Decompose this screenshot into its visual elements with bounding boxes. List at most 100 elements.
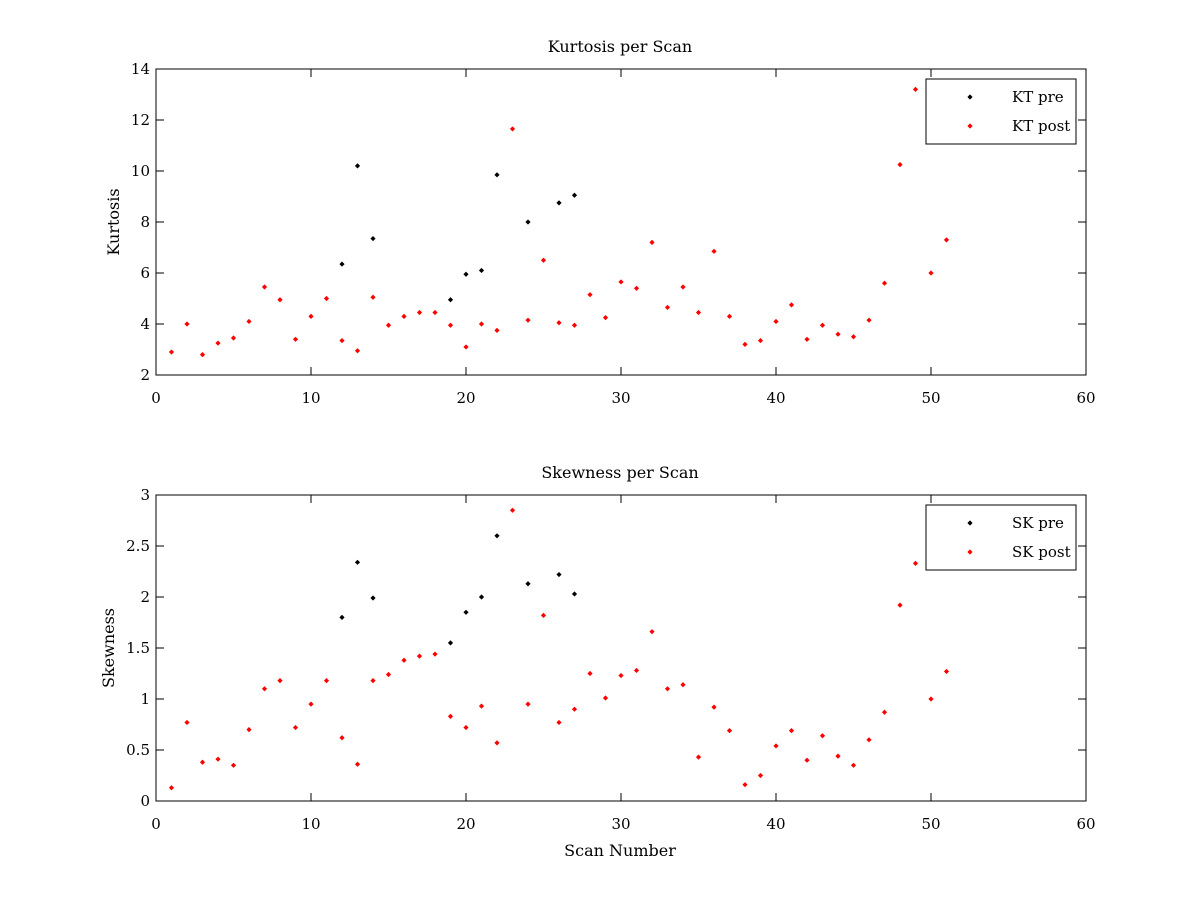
- x-tick-label: 20: [456, 389, 475, 407]
- data-point: [447, 322, 454, 328]
- data-point: [556, 320, 562, 326]
- kurtosis-plot: Kurtosis per Scan Kurtosis 0 10 20 30 40 50 60…: [104, 37, 1096, 407]
- data-point: [339, 337, 345, 344]
- y-tick-label: 2: [140, 366, 150, 384]
- data-point: [509, 507, 516, 513]
- data-point: [680, 682, 686, 688]
- data-point: [649, 629, 655, 635]
- data-point: [354, 761, 361, 767]
- data-point: [897, 162, 903, 168]
- data-point: [230, 762, 237, 768]
- data-point: [478, 594, 485, 600]
- data-point: [540, 612, 547, 618]
- legend-label: KT pre: [1012, 88, 1064, 106]
- data-point: [695, 309, 702, 316]
- data-point: [370, 294, 376, 300]
- data-point: [184, 321, 190, 327]
- data-point: [261, 284, 268, 290]
- data-points: [168, 86, 950, 358]
- data-point: [463, 271, 469, 277]
- y-tick-label: 1: [140, 690, 150, 708]
- y-tick-label: 1.5: [126, 639, 150, 657]
- data-point: [571, 192, 578, 198]
- data-point: [742, 341, 748, 347]
- axes: 0 10 20 30 40 50 60 0 0.5 1 1.5 2 2.5 3: [126, 486, 1095, 833]
- data-point: [757, 337, 764, 344]
- y-tick-label: 2: [140, 588, 150, 606]
- data-point: [494, 327, 500, 333]
- x-tick-label: 10: [301, 389, 320, 407]
- plot-title: Skewness per Scan: [541, 463, 698, 482]
- x-tick-label: 0: [151, 389, 161, 407]
- axes: 0 10 20 30 40 50 60 2 4 6 8 10 12 14: [131, 60, 1096, 407]
- data-point: [494, 740, 500, 746]
- data-point: [912, 86, 919, 92]
- data-point: [881, 280, 888, 286]
- data-point: [525, 581, 531, 587]
- data-point: [928, 696, 934, 702]
- data-point: [447, 713, 454, 719]
- data-point: [416, 653, 423, 659]
- data-point: [835, 753, 841, 759]
- data-point: [897, 602, 903, 608]
- data-point: [494, 533, 500, 539]
- data-point: [525, 701, 531, 707]
- data-point: [571, 591, 578, 597]
- data-point: [385, 322, 392, 328]
- data-point: [478, 267, 485, 274]
- data-point: [339, 735, 345, 741]
- data-point: [463, 724, 469, 731]
- data-point: [339, 261, 345, 267]
- data-point: [633, 667, 640, 674]
- data-point: [525, 317, 531, 323]
- data-point: [773, 318, 779, 325]
- data-point: [199, 352, 206, 358]
- legend-box: [925, 78, 1077, 145]
- data-point: [540, 257, 547, 263]
- legend-marker: [967, 123, 973, 129]
- x-tick-label: 40: [766, 389, 785, 407]
- data-point: [726, 728, 733, 734]
- legend-marker: [967, 520, 973, 526]
- data-point: [339, 614, 345, 620]
- data-point: [525, 219, 531, 225]
- data-point: [850, 334, 857, 340]
- data-point: [742, 782, 748, 788]
- data-point: [881, 709, 888, 715]
- legend: KT pre KT post: [925, 78, 1077, 145]
- series-sk-pre: [339, 533, 578, 646]
- data-point: [354, 348, 361, 354]
- x-tick-label: 60: [1076, 389, 1095, 407]
- data-point: [168, 349, 175, 355]
- data-point: [277, 678, 283, 684]
- legend-marker: [967, 549, 973, 555]
- data-point: [354, 559, 361, 565]
- legend-box: [925, 504, 1077, 571]
- x-tick-label: 20: [456, 815, 475, 833]
- y-tick-label: 0.5: [126, 741, 150, 759]
- legend-label: KT post: [1012, 117, 1070, 135]
- y-tick-label: 10: [131, 162, 150, 180]
- legend: SK pre SK post: [925, 504, 1077, 571]
- data-point: [370, 235, 376, 242]
- data-point: [819, 322, 826, 328]
- data-point: [463, 344, 469, 350]
- data-point: [370, 678, 376, 684]
- data-point: [354, 163, 361, 169]
- data-point: [556, 571, 562, 578]
- y-tick-label: 12: [131, 111, 150, 129]
- data-point: [804, 757, 810, 763]
- legend-label: SK post: [1012, 543, 1071, 561]
- y-tick-label: 2.5: [126, 537, 150, 555]
- data-point: [788, 728, 795, 734]
- data-point: [184, 719, 190, 726]
- data-point: [478, 703, 485, 709]
- data-point: [804, 336, 810, 342]
- data-point: [711, 704, 717, 710]
- y-tick-label: 0: [140, 792, 150, 810]
- x-tick-label: 10: [301, 815, 320, 833]
- data-point: [292, 724, 299, 731]
- data-point: [230, 335, 237, 341]
- y-axis-label: Skewness: [99, 608, 118, 688]
- data-point: [912, 560, 919, 566]
